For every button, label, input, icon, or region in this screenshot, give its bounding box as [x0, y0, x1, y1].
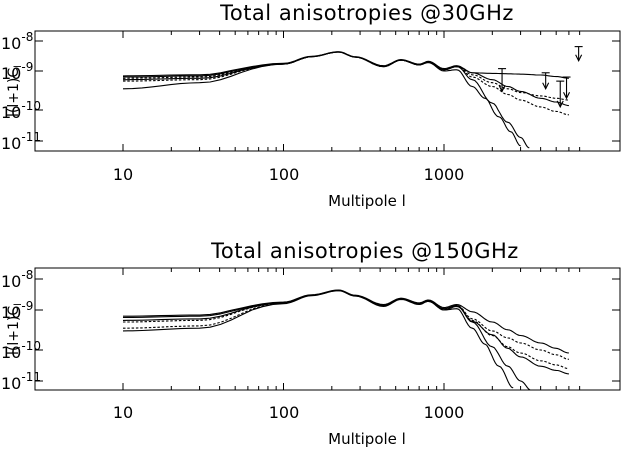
upper-limit-marker [498, 68, 507, 93]
y-tick-labels: 10-8 10-9 10-10 10-11 [1, 30, 41, 153]
series-group [122, 289, 569, 391]
x-tick-label: 10 [113, 403, 133, 422]
x-tick-label: 100 [269, 165, 300, 184]
y-tick-label: 10-8 [1, 268, 33, 291]
x-axis-label: Multipole l [328, 192, 406, 210]
plot-frame [34, 30, 621, 152]
y-tick-label: 10-9 [1, 299, 33, 322]
x-tick-label: 1000 [424, 165, 465, 184]
y-tick-label: 10-10 [1, 339, 41, 362]
upper-limits [498, 46, 583, 109]
chart-title: Total anisotropies @150GHz [210, 239, 519, 263]
upper-limit-marker [574, 46, 583, 62]
x-tick-labels: 10 100 1000 [113, 165, 465, 184]
panel-30ghz: Total anisotropies @30GHz 10-8 10-9 10-1… [1, 1, 621, 210]
x-tick-label: 10 [113, 165, 133, 184]
series-group [122, 51, 569, 149]
tick-marks [35, 31, 620, 151]
series-line [122, 289, 514, 389]
series-line [122, 51, 530, 149]
y-tick-label: 10-8 [1, 30, 33, 53]
plot-frame [34, 267, 621, 391]
upper-limit-marker [541, 72, 550, 91]
y-axis-label: l(l+1)Cl [6, 303, 24, 355]
chart-title: Total anisotropies @30GHz [219, 1, 514, 25]
upper-limit-marker [562, 76, 571, 100]
upper-limit-marker [556, 80, 565, 109]
x-tick-label: 1000 [424, 403, 465, 422]
tick-marks [35, 268, 620, 390]
y-axis-label: l(l+1)Cl [6, 65, 24, 117]
series-line [122, 289, 569, 370]
y-tick-label: 10-11 [1, 370, 41, 393]
series-line [122, 289, 532, 391]
series-line [123, 289, 569, 360]
panel-150ghz: Total anisotropies @150GHz 10-8 10-9 10-… [1, 239, 621, 448]
y-tick-labels: 10-8 10-9 10-10 10-11 [1, 268, 41, 393]
y-tick-label: 10-9 [1, 60, 33, 83]
y-tick-label: 10-10 [1, 99, 41, 122]
y-tick-label: 10-11 [1, 130, 41, 153]
x-tick-labels: 10 100 1000 [113, 403, 465, 422]
x-tick-label: 100 [269, 403, 300, 422]
series-line [123, 51, 521, 147]
x-axis-label: Multipole l [328, 430, 406, 448]
